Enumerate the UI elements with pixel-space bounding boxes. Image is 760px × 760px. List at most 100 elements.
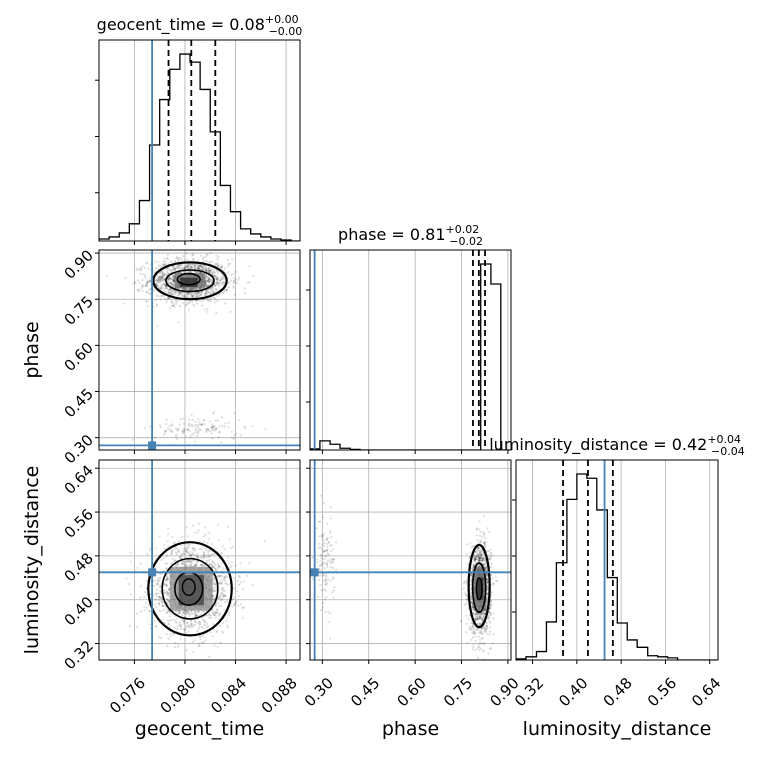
sample-point [188,626,192,630]
sample-point [489,612,492,615]
sample-point [136,289,140,292]
sample-point [192,257,195,261]
sample-point [321,553,324,557]
sample-point [475,635,478,638]
sample-point [177,293,180,297]
sample-point [178,423,181,426]
x-tick-label: 0.32 [511,674,547,710]
sample-point [479,647,482,650]
sample-point [160,275,163,279]
sample-point [167,588,170,591]
sample-point [198,291,201,294]
contour-level [176,272,201,286]
sample-point [155,279,158,282]
sample-point [476,627,479,630]
sample-point [469,573,472,576]
sample-point [211,553,214,556]
sample-point [190,560,193,563]
sample-point [194,428,197,432]
sample-point [135,625,139,628]
sample-point [229,279,233,282]
sample-point [196,621,199,625]
sample-point [479,559,482,563]
sample-point [200,254,203,257]
sample-point [165,579,168,582]
panel-content [99,40,300,241]
sample-point [326,546,329,549]
sample-point [171,304,174,307]
sample-point [172,275,175,278]
sample-point [197,610,200,613]
sample-point [216,279,219,282]
sample-point [190,624,193,628]
sample-point [230,561,233,564]
sample-point [223,577,226,580]
sample-point [204,255,208,258]
sample-point [168,591,171,595]
sample-point [158,586,161,589]
sample-point [241,606,244,610]
panel-hist-geocent_time [95,39,301,245]
sample-point [472,643,475,646]
sample-point [473,617,476,620]
sample-point [481,642,484,645]
sample-point [181,294,184,297]
sample-point [489,599,493,602]
sample-point [198,625,201,628]
sample-point [216,523,220,527]
sample-point [164,273,167,276]
sample-point [189,425,192,428]
sample-point [212,590,215,593]
sample-point [205,269,208,273]
sample-point [230,430,233,433]
sample-point [205,270,208,273]
sample-point [322,574,325,577]
sample-point [321,606,325,609]
sample-point [222,621,225,625]
sample-point [325,549,328,552]
sample-point [169,277,172,280]
sample-point [161,273,164,276]
sample-point [323,567,326,570]
sample-point [159,572,162,575]
sample-point [202,418,205,421]
sample-point [192,295,195,298]
sample-point [470,573,473,577]
sample-point [169,287,172,291]
sample-point [210,268,213,271]
sample-point [169,268,172,272]
sample-point [207,537,211,540]
sample-point [480,535,483,538]
sample-point [196,431,199,434]
sample-point [210,269,213,272]
sample-point [158,595,161,598]
sample-point [159,295,162,298]
sample-point [474,557,477,560]
sample-point [216,574,219,577]
sample-point [171,282,175,286]
sample-point [222,593,225,596]
sample-point [203,620,206,624]
sample-point [204,282,207,285]
sample-point [189,296,192,299]
sample-point [205,253,208,256]
sample-point [482,610,485,614]
sample-point [329,560,332,563]
sample-point [163,591,167,594]
sample-point [224,579,227,582]
sample-point [187,559,190,562]
sample-point [212,426,215,429]
sample-point [214,563,217,566]
sample-point [142,273,145,276]
sample-point [217,565,221,568]
sample-point [205,430,208,433]
sample-point [229,566,232,569]
sample-point [163,257,166,260]
sample-point [226,265,230,268]
sample-point [199,428,202,431]
sample-point [160,276,163,279]
sample-point [174,547,178,551]
sample-point [173,259,177,262]
sample-point [199,638,202,641]
sample-point [480,616,483,619]
